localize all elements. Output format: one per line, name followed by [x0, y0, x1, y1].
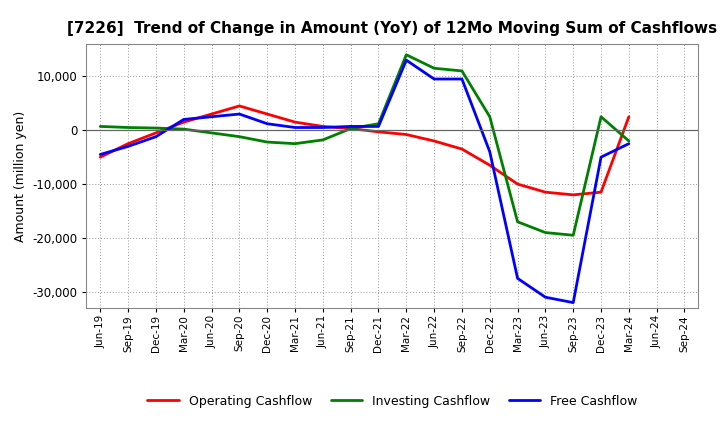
Free Cashflow — [569, 300, 577, 305]
Legend: Operating Cashflow, Investing Cashflow, Free Cashflow: Operating Cashflow, Investing Cashflow, … — [143, 390, 642, 413]
Title: [7226]  Trend of Change in Amount (YoY) of 12Mo Moving Sum of Cashflows: [7226] Trend of Change in Amount (YoY) o… — [68, 21, 717, 36]
Free Cashflow — [318, 125, 327, 130]
Investing Cashflow — [541, 230, 550, 235]
Operating Cashflow — [624, 114, 633, 119]
Investing Cashflow — [263, 139, 271, 145]
Investing Cashflow — [318, 137, 327, 143]
Operating Cashflow — [263, 111, 271, 117]
Line: Operating Cashflow: Operating Cashflow — [100, 106, 629, 195]
Investing Cashflow — [513, 219, 522, 224]
Investing Cashflow — [235, 134, 243, 139]
Free Cashflow — [458, 77, 467, 82]
Free Cashflow — [235, 111, 243, 117]
Investing Cashflow — [152, 125, 161, 131]
Investing Cashflow — [96, 124, 104, 129]
Investing Cashflow — [569, 233, 577, 238]
Free Cashflow — [179, 117, 188, 122]
Y-axis label: Amount (million yen): Amount (million yen) — [14, 110, 27, 242]
Free Cashflow — [430, 77, 438, 82]
Investing Cashflow — [207, 130, 216, 136]
Free Cashflow — [124, 144, 132, 149]
Operating Cashflow — [291, 120, 300, 125]
Operating Cashflow — [207, 111, 216, 117]
Investing Cashflow — [430, 66, 438, 71]
Investing Cashflow — [485, 114, 494, 119]
Operating Cashflow — [179, 120, 188, 125]
Operating Cashflow — [124, 141, 132, 147]
Free Cashflow — [374, 124, 383, 129]
Operating Cashflow — [318, 124, 327, 129]
Operating Cashflow — [513, 181, 522, 187]
Free Cashflow — [346, 124, 355, 129]
Operating Cashflow — [541, 190, 550, 195]
Free Cashflow — [402, 58, 410, 63]
Operating Cashflow — [402, 132, 410, 137]
Operating Cashflow — [430, 138, 438, 143]
Investing Cashflow — [402, 52, 410, 57]
Investing Cashflow — [346, 126, 355, 131]
Investing Cashflow — [597, 114, 606, 119]
Free Cashflow — [541, 295, 550, 300]
Operating Cashflow — [597, 190, 606, 195]
Free Cashflow — [485, 149, 494, 154]
Free Cashflow — [263, 121, 271, 126]
Investing Cashflow — [458, 68, 467, 73]
Free Cashflow — [624, 141, 633, 147]
Line: Investing Cashflow: Investing Cashflow — [100, 55, 629, 235]
Free Cashflow — [597, 154, 606, 160]
Operating Cashflow — [458, 147, 467, 152]
Investing Cashflow — [624, 138, 633, 143]
Investing Cashflow — [291, 141, 300, 147]
Operating Cashflow — [152, 130, 161, 136]
Operating Cashflow — [346, 126, 355, 131]
Free Cashflow — [96, 152, 104, 157]
Line: Free Cashflow: Free Cashflow — [100, 60, 629, 303]
Investing Cashflow — [374, 121, 383, 126]
Investing Cashflow — [179, 126, 188, 132]
Investing Cashflow — [124, 125, 132, 130]
Operating Cashflow — [374, 129, 383, 135]
Operating Cashflow — [235, 103, 243, 109]
Free Cashflow — [291, 125, 300, 130]
Free Cashflow — [152, 134, 161, 139]
Free Cashflow — [513, 276, 522, 281]
Operating Cashflow — [485, 163, 494, 168]
Operating Cashflow — [96, 154, 104, 160]
Free Cashflow — [207, 114, 216, 119]
Operating Cashflow — [569, 192, 577, 198]
